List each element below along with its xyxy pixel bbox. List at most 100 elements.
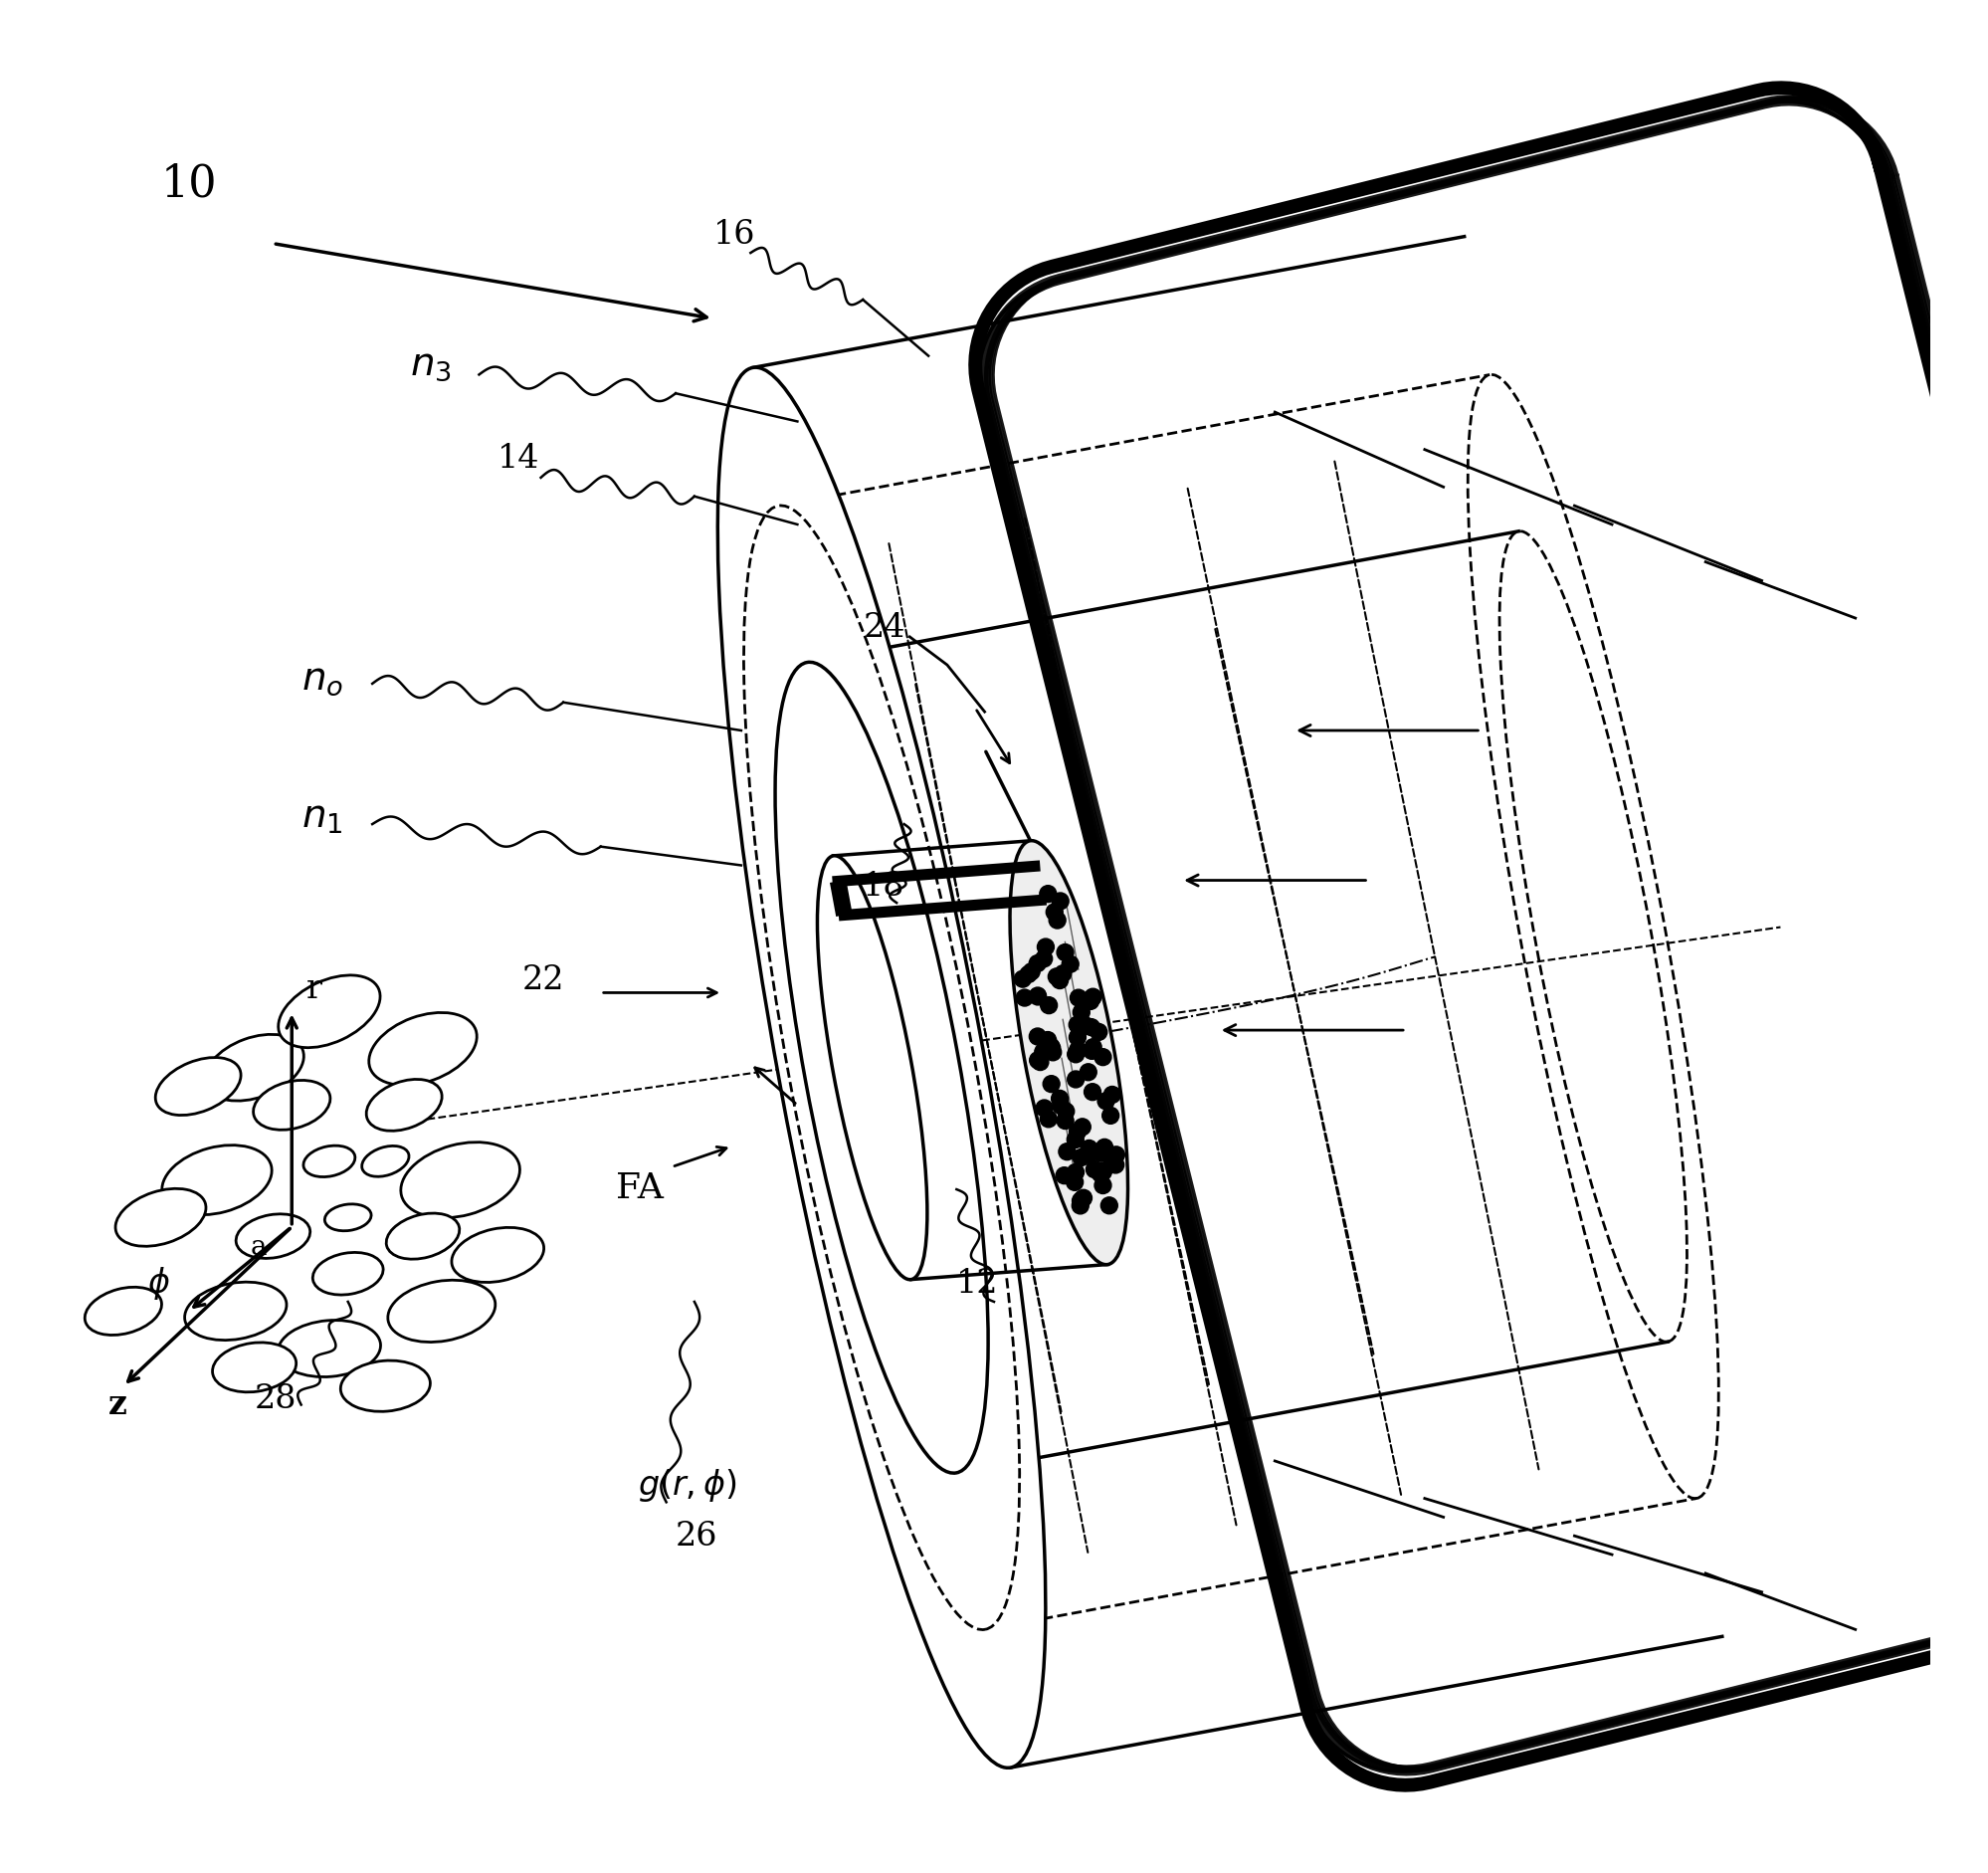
Ellipse shape bbox=[718, 367, 1046, 1768]
Ellipse shape bbox=[1070, 1041, 1085, 1058]
Ellipse shape bbox=[1066, 1174, 1083, 1191]
Ellipse shape bbox=[185, 1281, 286, 1341]
Ellipse shape bbox=[1097, 1092, 1115, 1109]
Ellipse shape bbox=[1070, 989, 1087, 1006]
Ellipse shape bbox=[1072, 1193, 1089, 1210]
Ellipse shape bbox=[304, 1146, 356, 1176]
Ellipse shape bbox=[1074, 1148, 1089, 1165]
Ellipse shape bbox=[1083, 1043, 1099, 1060]
Ellipse shape bbox=[312, 1253, 384, 1294]
Ellipse shape bbox=[1076, 1189, 1091, 1206]
Ellipse shape bbox=[1089, 1023, 1107, 1040]
Ellipse shape bbox=[370, 1013, 477, 1084]
Ellipse shape bbox=[1068, 1131, 1083, 1148]
Ellipse shape bbox=[1107, 1156, 1123, 1172]
Ellipse shape bbox=[1040, 1032, 1056, 1049]
Ellipse shape bbox=[1091, 1144, 1109, 1161]
Ellipse shape bbox=[1068, 1163, 1083, 1180]
Text: a: a bbox=[250, 1234, 266, 1261]
Ellipse shape bbox=[1074, 1191, 1091, 1208]
Ellipse shape bbox=[1083, 1083, 1101, 1099]
Ellipse shape bbox=[1030, 987, 1046, 1004]
Ellipse shape bbox=[1081, 993, 1099, 1010]
Ellipse shape bbox=[1083, 989, 1101, 1006]
Text: 24: 24 bbox=[863, 612, 905, 644]
Ellipse shape bbox=[1070, 1124, 1085, 1141]
Ellipse shape bbox=[1103, 1152, 1121, 1169]
Ellipse shape bbox=[1068, 1071, 1083, 1088]
Ellipse shape bbox=[1016, 989, 1034, 1006]
Ellipse shape bbox=[1014, 970, 1032, 987]
Ellipse shape bbox=[1038, 938, 1054, 955]
Text: 18: 18 bbox=[863, 871, 905, 903]
Ellipse shape bbox=[1046, 903, 1064, 920]
Ellipse shape bbox=[1040, 1111, 1058, 1128]
Ellipse shape bbox=[1024, 963, 1040, 980]
Text: 14: 14 bbox=[497, 444, 541, 476]
Ellipse shape bbox=[1070, 1028, 1085, 1045]
Ellipse shape bbox=[1095, 1163, 1111, 1180]
Ellipse shape bbox=[1062, 955, 1079, 972]
Ellipse shape bbox=[161, 1144, 272, 1216]
Ellipse shape bbox=[1044, 1075, 1060, 1092]
Text: z: z bbox=[107, 1388, 127, 1422]
Ellipse shape bbox=[1083, 1019, 1099, 1036]
Ellipse shape bbox=[1079, 1064, 1097, 1081]
Ellipse shape bbox=[340, 1360, 429, 1412]
Ellipse shape bbox=[1103, 1086, 1121, 1103]
Ellipse shape bbox=[1052, 1090, 1068, 1107]
Ellipse shape bbox=[1058, 1103, 1074, 1120]
Ellipse shape bbox=[366, 1079, 441, 1131]
Ellipse shape bbox=[1052, 1098, 1070, 1114]
Ellipse shape bbox=[155, 1058, 241, 1114]
Ellipse shape bbox=[237, 1214, 310, 1259]
Ellipse shape bbox=[1044, 1040, 1060, 1056]
Ellipse shape bbox=[388, 1279, 495, 1343]
Ellipse shape bbox=[1095, 1139, 1113, 1156]
Ellipse shape bbox=[205, 1034, 304, 1101]
Ellipse shape bbox=[362, 1146, 410, 1176]
Ellipse shape bbox=[1058, 1113, 1074, 1129]
Ellipse shape bbox=[1095, 1163, 1111, 1180]
Ellipse shape bbox=[1107, 1146, 1125, 1163]
Text: 16: 16 bbox=[714, 219, 755, 251]
Ellipse shape bbox=[1095, 1176, 1111, 1193]
Ellipse shape bbox=[1070, 1017, 1085, 1034]
Polygon shape bbox=[978, 101, 1988, 1772]
Ellipse shape bbox=[1040, 996, 1058, 1013]
Ellipse shape bbox=[1034, 1043, 1052, 1060]
Text: r: r bbox=[306, 974, 322, 1006]
Ellipse shape bbox=[1044, 1043, 1062, 1060]
Ellipse shape bbox=[1091, 1165, 1109, 1182]
Ellipse shape bbox=[451, 1227, 545, 1283]
Text: $g(r, \phi)$: $g(r, \phi)$ bbox=[638, 1467, 738, 1504]
Ellipse shape bbox=[1050, 912, 1066, 929]
Text: $n_o$: $n_o$ bbox=[300, 661, 344, 697]
Ellipse shape bbox=[1032, 1053, 1048, 1069]
Ellipse shape bbox=[386, 1214, 459, 1259]
Ellipse shape bbox=[1095, 1049, 1111, 1066]
Ellipse shape bbox=[1085, 989, 1101, 1006]
Ellipse shape bbox=[1101, 1197, 1117, 1214]
Ellipse shape bbox=[1056, 1167, 1074, 1184]
Ellipse shape bbox=[1072, 1197, 1089, 1214]
Ellipse shape bbox=[115, 1189, 207, 1246]
Text: $\phi$: $\phi$ bbox=[147, 1264, 171, 1302]
Ellipse shape bbox=[1081, 1141, 1097, 1158]
Ellipse shape bbox=[1074, 1118, 1091, 1135]
Ellipse shape bbox=[252, 1081, 330, 1129]
Ellipse shape bbox=[1079, 1146, 1097, 1163]
Ellipse shape bbox=[402, 1143, 519, 1217]
Text: 12: 12 bbox=[956, 1268, 998, 1300]
Ellipse shape bbox=[1058, 1143, 1076, 1159]
Ellipse shape bbox=[1030, 1028, 1046, 1045]
Ellipse shape bbox=[1085, 1161, 1103, 1178]
Ellipse shape bbox=[1036, 950, 1052, 966]
Ellipse shape bbox=[1036, 1099, 1054, 1116]
Ellipse shape bbox=[1040, 886, 1056, 903]
Ellipse shape bbox=[1074, 1004, 1089, 1021]
Ellipse shape bbox=[1068, 1045, 1083, 1062]
Ellipse shape bbox=[1048, 968, 1066, 985]
Text: 28: 28 bbox=[254, 1384, 296, 1416]
Text: 26: 26 bbox=[676, 1521, 718, 1553]
